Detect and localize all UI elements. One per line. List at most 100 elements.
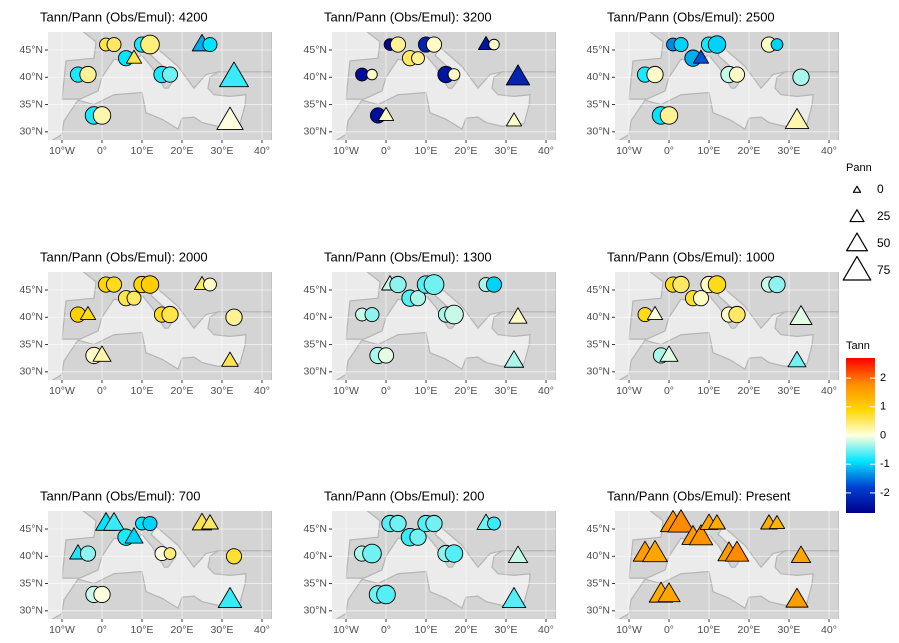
x-tick-label: 20°E (455, 385, 478, 397)
circle-point (768, 275, 786, 294)
y-tick-label: 45°N (304, 523, 327, 535)
triangle-point (505, 64, 531, 86)
y-tick-label: 45°N (20, 523, 43, 535)
y-tick-label: 35°N (587, 338, 610, 350)
triangle-point (501, 587, 527, 609)
circle-point (202, 37, 218, 53)
y-tick-label: 35°N (587, 577, 610, 589)
circle-point (126, 290, 142, 306)
x-tick-label: 40° (254, 145, 270, 157)
x-tick-label: 30°E (778, 385, 801, 397)
x-tick-label: 10°W (333, 385, 359, 397)
x-tick-label: 20°E (171, 145, 194, 157)
panel-title: Tann/Pann (Obs/Emul): 1300 (324, 249, 492, 264)
x-tick-label: 0° (381, 624, 391, 636)
x-tick-label: 10°W (49, 624, 75, 636)
triangle-point (688, 524, 714, 546)
triangle-point (503, 350, 525, 368)
x-tick-label: 20°E (171, 624, 194, 636)
x-tick-label: 10°W (616, 624, 642, 636)
color-legend-label: -2 (880, 487, 890, 499)
y-tick-label: 40°N (304, 550, 327, 562)
circle-point (707, 35, 727, 54)
y-tick-label: 35°N (304, 577, 327, 589)
land (618, 311, 839, 380)
size-legend-title: Pann (846, 162, 872, 174)
x-tick-label: 40° (538, 385, 554, 397)
x-tick-label: 20°E (738, 145, 761, 157)
x-tick-label: 30°E (495, 145, 518, 157)
circle-point (487, 516, 501, 531)
x-tick-label: 30°E (778, 624, 801, 636)
panel: Tann/Pann (Obs/Emul): 1000 10°W 0° 10°E 20°E… (587, 249, 839, 397)
x-tick-label: 30°E (778, 145, 801, 157)
triangle-point (784, 108, 810, 130)
triangle-point (642, 540, 668, 563)
x-tick-label: 10°E (131, 145, 154, 157)
x-tick-label: 10°W (333, 624, 359, 636)
y-tick-label: 45°N (20, 284, 43, 296)
x-tick-label: 0° (664, 385, 674, 397)
panel-title: Tann/Pann (Obs/Emul): 1000 (607, 249, 775, 264)
x-tick-label: 10°W (616, 385, 642, 397)
y-tick-label: 40°N (304, 311, 327, 323)
size-legend-label: 75 (877, 263, 891, 277)
y-tick-label: 40°N (304, 71, 327, 83)
size-legend-label: 0 (877, 182, 884, 196)
land (51, 550, 272, 619)
panel: Tann/Pann (Obs/Emul): Present 10°W 0° 10°E 2… (587, 488, 839, 636)
circle-point (425, 36, 443, 53)
x-tick-label: 40° (254, 385, 270, 397)
x-tick-label: 40° (538, 624, 554, 636)
y-tick-label: 30°N (304, 605, 327, 617)
circle-point (672, 275, 690, 294)
circle-point (646, 65, 664, 84)
circle-point (444, 544, 464, 563)
circle-point (728, 305, 746, 324)
triangle-point (785, 587, 809, 608)
circle-point (444, 304, 464, 325)
x-tick-label: 20°E (171, 385, 194, 397)
circle-point (225, 308, 243, 326)
circle-point (376, 584, 396, 605)
x-tick-label: 30°E (495, 624, 518, 636)
land (51, 311, 272, 380)
color-legend-label: 2 (880, 372, 886, 384)
x-tick-label: 0° (664, 145, 674, 157)
triangle-point (79, 306, 97, 320)
triangle-point (790, 545, 812, 564)
y-tick-label: 45°N (587, 284, 610, 296)
x-tick-label: 10°E (698, 624, 721, 636)
panel-title: Tann/Pann (Obs/Emul): 4200 (40, 9, 208, 24)
triangle-point (125, 49, 143, 64)
circle-point (728, 66, 746, 83)
triangle-point (659, 345, 679, 362)
color-legend-title: Tann (846, 340, 870, 352)
color-legend-label: -1 (880, 458, 890, 470)
land (335, 71, 556, 140)
x-tick-label: 40° (254, 624, 270, 636)
x-tick-label: 10°E (131, 624, 154, 636)
x-tick-label: 30°E (211, 624, 234, 636)
x-tick-label: 0° (664, 624, 674, 636)
y-tick-label: 40°N (587, 311, 610, 323)
y-tick-label: 45°N (587, 44, 610, 56)
y-tick-label: 45°N (587, 523, 610, 535)
y-tick-label: 45°N (304, 284, 327, 296)
x-tick-label: 30°E (211, 145, 234, 157)
triangle-point (657, 582, 681, 603)
y-tick-label: 30°N (20, 605, 43, 617)
triangle-point (219, 61, 249, 88)
panel-title: Tann/Pann (Obs/Emul): 2000 (40, 249, 208, 264)
y-tick-label: 35°N (20, 577, 43, 589)
x-tick-label: 0° (97, 624, 107, 636)
x-tick-label: 20°E (455, 624, 478, 636)
circle-point (423, 274, 445, 295)
y-tick-label: 45°N (20, 44, 43, 56)
circle-point (163, 547, 177, 560)
land (618, 71, 839, 140)
circle-point (411, 51, 425, 66)
panel: Tann/Pann (Obs/Emul): 2500 10°W 0° 10°E 20°E… (587, 9, 839, 157)
y-tick-label: 35°N (587, 98, 610, 110)
